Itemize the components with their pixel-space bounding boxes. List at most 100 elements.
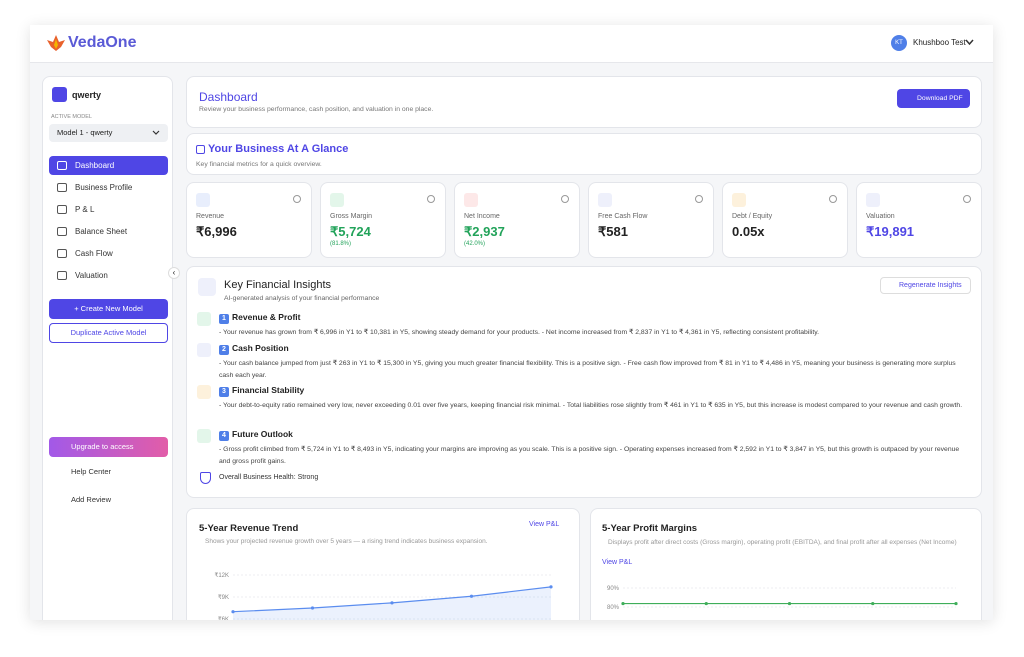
page-subtitle: Review your business performance, cash p… bbox=[199, 106, 434, 113]
glance-subtitle: Key financial metrics for a quick overvi… bbox=[196, 161, 322, 168]
insight-heading: 2 Cash Position bbox=[219, 343, 967, 355]
insight-badge: 4 bbox=[219, 431, 229, 441]
nav-icon bbox=[57, 227, 67, 237]
dashboard-header: Dashboard Review your business performan… bbox=[186, 76, 982, 128]
health-icon bbox=[200, 472, 211, 484]
user-menu-caret[interactable] bbox=[965, 39, 974, 46]
y-tick-label: ₹6K bbox=[218, 616, 229, 620]
metric-value: ₹6,996 bbox=[196, 224, 237, 239]
logo-icon bbox=[47, 35, 65, 51]
metric-label: Gross Margin bbox=[330, 213, 373, 220]
project-icon bbox=[52, 87, 67, 102]
insights-title: Key Financial Insights bbox=[224, 279, 331, 291]
insight-item: 4 Future Outlook - Gross profit climbed fr… bbox=[197, 429, 967, 467]
metric-card: Debt / Equity 0.05x bbox=[722, 182, 848, 258]
nav-icon bbox=[57, 161, 67, 171]
collapse-sidebar-button[interactable]: ‹ bbox=[168, 267, 180, 279]
add-review-link[interactable]: Add Review bbox=[71, 495, 112, 504]
nav-item[interactable]: Business Profile bbox=[49, 178, 168, 197]
revenue-chart-panel: 5-Year Revenue Trend View P&L Shows your… bbox=[186, 508, 580, 620]
point bbox=[704, 601, 708, 606]
logo-text[interactable]: VedaOne bbox=[68, 34, 137, 51]
help-center-link[interactable]: Help Center bbox=[71, 467, 112, 476]
insight-icon bbox=[197, 312, 211, 326]
revenue-chart-subtitle: Shows your projected revenue growth over… bbox=[205, 538, 488, 545]
point bbox=[390, 601, 394, 605]
nav-item[interactable]: Balance Sheet bbox=[49, 222, 168, 241]
insight-heading: 1 Revenue & Profit bbox=[219, 312, 967, 324]
point bbox=[469, 594, 474, 598]
y-tick-label: ₹12K bbox=[215, 572, 230, 579]
insights-icon bbox=[198, 278, 216, 296]
create-model-label: Create New Model bbox=[80, 304, 143, 313]
glance-icon bbox=[196, 145, 205, 154]
margins-chart-subtitle: Displays profit after direct costs (Gros… bbox=[608, 539, 957, 546]
upgrade-button[interactable]: Upgrade to access bbox=[49, 437, 168, 457]
app-window: VedaOne KT Khushboo Test qwerty ACTIVE M… bbox=[30, 25, 993, 620]
insight-title: Financial Stability bbox=[232, 385, 305, 395]
nav-label: Business Profile bbox=[75, 183, 133, 192]
nav-label: Dashboard bbox=[75, 161, 115, 170]
point bbox=[310, 606, 315, 610]
revenue-chart-title: 5-Year Revenue Trend bbox=[199, 523, 299, 534]
metric-label: Free Cash Flow bbox=[598, 213, 648, 220]
metric-icon bbox=[330, 193, 344, 207]
create-model-button[interactable]: + Create New Model bbox=[49, 299, 168, 319]
insight-item: 2 Cash Position - Your cash balance jumped… bbox=[197, 343, 967, 381]
metric-label: Valuation bbox=[866, 213, 895, 220]
nav-item[interactable]: Valuation bbox=[49, 266, 168, 285]
metric-card: Valuation ₹19,891 bbox=[856, 182, 982, 258]
duplicate-model-button[interactable]: Duplicate Active Model bbox=[49, 323, 168, 343]
nav-icon bbox=[57, 271, 67, 281]
insights-subtitle: AI-generated analysis of your financial … bbox=[224, 295, 380, 302]
metric-icon bbox=[598, 193, 612, 207]
insight-heading: 4 Future Outlook bbox=[219, 429, 967, 441]
point bbox=[549, 585, 553, 589]
info-icon bbox=[695, 195, 703, 203]
regenerate-button[interactable]: Regenerate Insights bbox=[880, 277, 971, 294]
margins-view-link[interactable]: View P&L bbox=[602, 559, 633, 566]
user-name[interactable]: Khushboo Test bbox=[913, 38, 966, 47]
y-tick-label: ₹9K bbox=[218, 594, 229, 601]
model-select[interactable]: Model 1 - qwerty bbox=[49, 124, 168, 142]
metric-icon bbox=[732, 193, 746, 207]
margins-chart-title: 5-Year Profit Margins bbox=[602, 523, 698, 534]
info-icon bbox=[829, 195, 837, 203]
point bbox=[621, 601, 625, 606]
insight-badge: 3 bbox=[219, 387, 229, 397]
nav-item[interactable]: Dashboard bbox=[49, 156, 168, 175]
info-icon bbox=[561, 195, 569, 203]
metric-label: Revenue bbox=[196, 213, 225, 220]
nav-icon bbox=[57, 183, 67, 193]
insight-title: Revenue & Profit bbox=[232, 312, 301, 322]
insight-badge: 2 bbox=[219, 345, 229, 355]
point bbox=[787, 601, 792, 606]
metric-card: Free Cash Flow ₹581 bbox=[588, 182, 714, 258]
metric-icon bbox=[866, 193, 880, 207]
insight-icon bbox=[197, 385, 211, 399]
insight-title: Future Outlook bbox=[232, 429, 293, 439]
margins-chart: 80% 90% bbox=[607, 586, 958, 611]
avatar[interactable]: KT bbox=[891, 35, 907, 51]
metric-card: Revenue ₹6,996 bbox=[186, 182, 312, 258]
nav-item[interactable]: P & L bbox=[49, 200, 168, 219]
model-select-value: Model 1 - qwerty bbox=[57, 128, 113, 137]
plus-icon: + bbox=[74, 304, 81, 313]
insight-title: Cash Position bbox=[232, 343, 289, 353]
nav-icon bbox=[57, 205, 67, 215]
top-bar: VedaOne KT Khushboo Test bbox=[30, 25, 993, 63]
download-pdf-button[interactable]: Download PDF bbox=[897, 89, 970, 108]
info-icon bbox=[293, 195, 301, 203]
point bbox=[231, 610, 235, 614]
revenue-view-link[interactable]: View P&L bbox=[529, 521, 560, 528]
metric-note: (42.0%) bbox=[464, 241, 486, 247]
select-caret bbox=[152, 130, 160, 135]
insight-text: - Your revenue has grown from ₹ 6,996 in… bbox=[219, 329, 820, 336]
point bbox=[954, 601, 958, 606]
insight-badge: 1 bbox=[219, 314, 229, 324]
nav-item[interactable]: Cash Flow bbox=[49, 244, 168, 263]
metric-note: (81.8%) bbox=[330, 241, 352, 247]
metric-label: Debt / Equity bbox=[732, 213, 773, 220]
glance-title: Your Business At A Glance bbox=[208, 143, 349, 155]
